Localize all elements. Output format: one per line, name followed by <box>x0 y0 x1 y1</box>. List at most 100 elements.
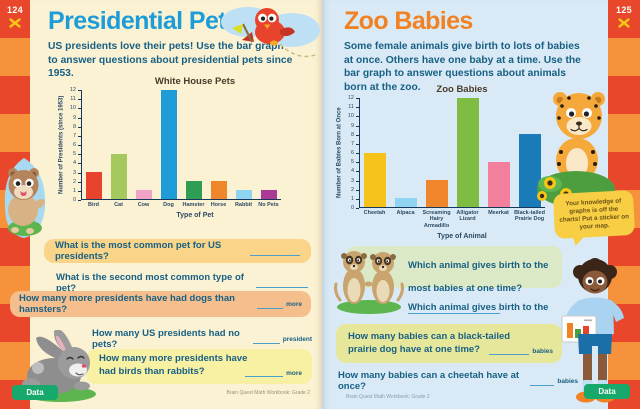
hamster-mascot-illustration <box>4 158 46 238</box>
bar-slot <box>82 90 107 199</box>
question-4-right: How many babies can a cheetah have at on… <box>338 370 578 392</box>
x-tick-label: Rabbit <box>234 202 253 208</box>
y-tick-label: 0 <box>350 205 360 211</box>
meerkats-mascot-illustration <box>334 251 404 314</box>
answer-blank[interactable] <box>408 305 500 315</box>
page-number-right: 125 <box>616 5 632 15</box>
x-tick-label: Meerkat <box>488 210 509 216</box>
bar-alpaca <box>395 197 418 207</box>
x-tick-label: Alligator Lizard <box>456 210 479 223</box>
answer-unit-label: more <box>286 370 302 377</box>
answer-blank[interactable] <box>529 377 555 386</box>
bar-cat <box>111 153 128 199</box>
y-tick-label: 9 <box>72 114 82 121</box>
x-tick-label: No Pets <box>258 202 279 208</box>
bar-slot <box>483 98 514 207</box>
bar-slot <box>422 98 453 207</box>
kid-mascot-illustration <box>561 258 624 403</box>
question-text: How many more presidents have had birds … <box>99 353 248 377</box>
bar-slot <box>452 98 483 207</box>
y-axis-ticks: 12 11 10 9 8 7 6 5 4 3 2 1 0 <box>67 87 82 203</box>
question-3-right: How many babies can a black-tailed prair… <box>336 324 562 363</box>
x-axis-labels: Cheetah Alpaca Screaming Hairy Armadillo Al… <box>359 210 545 229</box>
answer-blank[interactable] <box>245 368 284 377</box>
question-text: How many babies can a cheetah have at on… <box>338 370 520 392</box>
section-tab-left: Data <box>12 385 58 400</box>
zoo-babies-chart: Zoo Babies Number of Babies Born at Once… <box>334 84 564 240</box>
bar-meerkat <box>487 161 510 207</box>
y-tick-label: 6 <box>350 150 360 156</box>
page-title-left: Presidential Pets <box>48 7 240 35</box>
answer-blank[interactable] <box>489 346 530 355</box>
x-axis-title: Type of Animal <box>437 232 487 240</box>
answer-blank[interactable] <box>255 279 308 288</box>
bar-rabbit <box>235 189 252 199</box>
y-tick-label: 12 <box>347 95 360 101</box>
footer-left: Brain Quest Math Workbook: Grade 2 <box>226 390 310 396</box>
y-tick-label: 4 <box>72 160 82 167</box>
bar-horse <box>210 180 227 199</box>
y-tick-label: 8 <box>350 131 360 138</box>
y-tick-label: 3 <box>72 169 82 176</box>
chart-title: Zoo Babies <box>436 84 488 95</box>
answer-blank[interactable] <box>256 300 284 309</box>
question-2-left: What is the second most common type of p… <box>56 272 308 294</box>
question-text: How many babies can a black-tailed prair… <box>348 331 511 356</box>
section-tab-right: Data <box>584 384 630 399</box>
question-1-left: What is the most common pet for US presi… <box>44 239 311 263</box>
x-tick-label: Cheetah <box>363 210 386 216</box>
left-page <box>30 0 322 409</box>
answer-unit-label: more <box>286 300 302 308</box>
question-4-left: How many US presidents had no pets? pres… <box>92 328 312 350</box>
sticker-speech-bubble: Your knowledge of graphs is off the char… <box>552 189 636 248</box>
bird-mascot-illustration <box>221 7 320 58</box>
bar-screaming-hairy-armadillo <box>426 179 449 207</box>
x-tick-label: Horse <box>210 202 227 208</box>
answer-blank[interactable] <box>252 335 280 344</box>
page-title-right: Zoo Babies <box>344 7 473 35</box>
chart-title: White House Pets <box>154 76 236 87</box>
x-axis-title: Type of Pet <box>176 212 214 220</box>
bar-slot <box>360 98 391 207</box>
answer-unit-label: babies <box>557 377 578 385</box>
x-axis-labels: Bird Cat Cow Dog Hamster Horse Rabbit No Pets <box>81 202 281 208</box>
bar-slot <box>132 90 157 199</box>
y-tick-label: 1 <box>72 187 82 194</box>
x-tick-label: Cow <box>137 202 150 208</box>
y-tick-label: 7 <box>72 132 82 139</box>
bar-black-tailed-prairie-dog <box>518 134 541 207</box>
x-tick-label: Hamster <box>182 202 205 208</box>
y-tick-label: 10 <box>347 113 360 120</box>
bar-slot <box>391 98 422 207</box>
x-tick-label: Alpaca <box>396 210 415 216</box>
bar-alligator-lizard <box>456 98 479 207</box>
x-tick-label: Black-tailed Prairie Dog <box>514 210 545 223</box>
x-tick-label: Screaming Hairy Armadillo <box>422 210 451 229</box>
plot-area <box>359 98 545 208</box>
y-tick-label: 6 <box>72 142 82 148</box>
y-tick-label: 10 <box>69 105 82 112</box>
crossed-pencils-icon <box>618 18 630 28</box>
answer-blank[interactable] <box>250 247 300 256</box>
y-tick-label: 2 <box>350 186 360 193</box>
y-axis-title: Number of Presidents (since 1953) <box>58 95 65 195</box>
y-tick-label: 8 <box>72 123 82 130</box>
bar-slot <box>182 90 207 199</box>
y-tick-label: 11 <box>348 104 359 111</box>
x-tick-label: Dog <box>163 202 174 208</box>
y-tick-label: 0 <box>72 197 82 203</box>
y-axis-title: Number of Babies Born at Once <box>336 107 343 199</box>
y-tick-label: 2 <box>72 178 82 185</box>
question-text: How many more presidents have had dogs t… <box>19 293 235 315</box>
question-5-left: How many more presidents have had birds … <box>86 349 312 384</box>
y-tick-label: 12 <box>69 87 82 93</box>
y-tick-label: 7 <box>350 140 360 147</box>
intro-left: US presidents love their pets! Use the b… <box>48 41 293 80</box>
crossed-pencils-icon <box>9 18 21 28</box>
answer-unit-label: president <box>282 335 312 343</box>
bar-slot <box>157 90 182 199</box>
question-text: How many US presidents had no pets? <box>92 328 240 350</box>
white-house-pets-chart: White House Pets Number of Presidents (s… <box>56 76 308 219</box>
bar-hamster <box>185 180 202 199</box>
y-tick-label: 5 <box>350 159 360 166</box>
